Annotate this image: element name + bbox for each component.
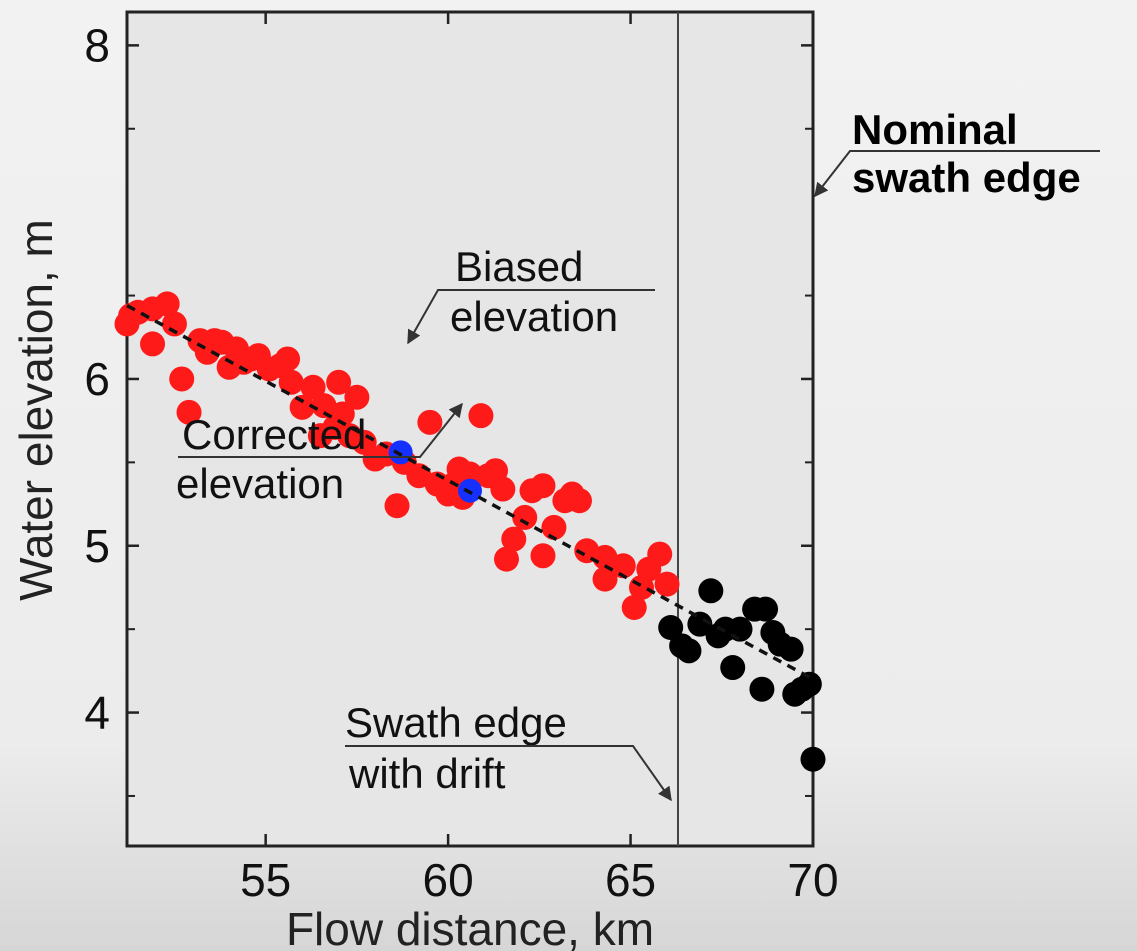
data-point xyxy=(749,676,775,702)
annotation-nominal-arrow xyxy=(814,150,1100,198)
annotation-biased-line1: Biased xyxy=(455,243,583,290)
annotation-nominal-line1: Nominal xyxy=(852,106,1018,153)
data-point xyxy=(388,440,413,465)
data-point xyxy=(796,671,822,697)
data-point xyxy=(800,746,826,772)
annotation-swath-drift-line1: Swath edge xyxy=(345,699,567,746)
annotation-swath-edge-with-drift: Swath edge with drift xyxy=(345,699,672,802)
data-point xyxy=(610,553,636,579)
trend-line xyxy=(126,304,814,681)
data-point xyxy=(658,614,684,640)
annotation-corrected-arrow xyxy=(178,402,463,458)
data-point xyxy=(592,566,618,592)
data-point xyxy=(169,366,195,392)
data-point xyxy=(654,571,680,597)
y-axis: 4 5 6 8 xyxy=(84,19,813,739)
data-point xyxy=(468,403,494,429)
data-point xyxy=(720,655,746,681)
data-point xyxy=(687,611,713,637)
data-point xyxy=(154,291,180,317)
data-point xyxy=(161,311,187,337)
data-point xyxy=(329,401,355,427)
x-tick-label: 55 xyxy=(240,854,291,906)
data-point xyxy=(698,578,724,604)
data-point xyxy=(140,331,166,357)
data-point xyxy=(530,543,556,569)
annotation-corrected-line2: elevation xyxy=(176,460,344,507)
y-tick-label: 8 xyxy=(84,19,110,71)
annotation-corrected-line1: Corrected xyxy=(182,411,366,458)
data-point xyxy=(530,473,556,499)
data-point xyxy=(384,493,410,519)
data-point xyxy=(727,616,753,642)
data-point xyxy=(275,346,301,372)
y-tick-label: 6 xyxy=(84,353,110,405)
annotation-nominal-line2: swath edge xyxy=(852,154,1081,201)
plot-area xyxy=(125,10,815,848)
x-tick-label: 70 xyxy=(787,854,838,906)
x-axis: 55 60 65 70 xyxy=(240,12,839,906)
annotation-swath-drift-line2: with drift xyxy=(348,750,506,797)
annotation-biased: Biased elevation xyxy=(407,243,655,345)
data-point xyxy=(176,399,202,425)
data-point xyxy=(566,488,592,514)
data-point xyxy=(289,394,315,420)
y-tick-label: 5 xyxy=(84,520,110,572)
annotation-biased-line2: elevation xyxy=(450,293,618,340)
data-point xyxy=(326,369,352,395)
y-axis-title: Water elevation, m xyxy=(10,219,62,601)
data-point xyxy=(300,374,326,400)
annotation-corrected: Corrected elevation xyxy=(176,402,463,507)
data-point xyxy=(278,369,304,395)
annotation-biased-arrow xyxy=(407,289,655,345)
annotation-swath-drift-arrow xyxy=(345,745,672,802)
x-tick-label: 65 xyxy=(605,854,656,906)
data-point xyxy=(621,594,647,620)
data-point xyxy=(417,409,443,435)
data-point xyxy=(778,636,804,662)
x-axis-title: Flow distance, km xyxy=(286,903,654,951)
data-point xyxy=(493,546,519,572)
data-point xyxy=(490,476,516,502)
y-tick-label: 4 xyxy=(84,687,110,739)
data-point xyxy=(457,461,483,487)
data-point xyxy=(753,596,779,622)
data-point xyxy=(512,504,538,530)
data-point xyxy=(647,541,673,567)
data-point xyxy=(676,638,702,664)
annotation-nominal-swath-edge: Nominal swath edge xyxy=(814,106,1100,201)
y-minor-ticks xyxy=(127,127,813,797)
x-tick-label: 60 xyxy=(423,854,474,906)
data-point xyxy=(541,514,567,540)
data-point xyxy=(344,384,370,410)
data-point xyxy=(501,526,527,552)
